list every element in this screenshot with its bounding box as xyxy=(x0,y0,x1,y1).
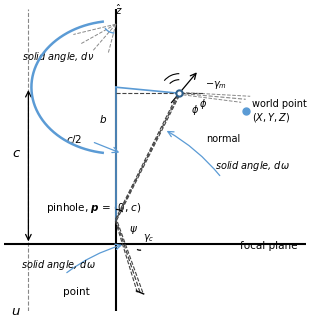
Text: $-\gamma_m$: $-\gamma_m$ xyxy=(205,79,227,91)
Text: $\psi$: $\psi$ xyxy=(130,224,139,236)
Text: $\phi$: $\phi$ xyxy=(199,97,207,111)
Text: $u$: $u$ xyxy=(12,305,21,317)
Text: $c$: $c$ xyxy=(12,147,21,160)
Text: $b$: $b$ xyxy=(99,113,107,125)
Text: world point
$(X, Y, Z)$: world point $(X, Y, Z)$ xyxy=(252,99,307,124)
Text: point: point xyxy=(63,287,90,298)
Text: pinhole, $\boldsymbol{p}$ = (0, $c$): pinhole, $\boldsymbol{p}$ = (0, $c$) xyxy=(46,201,142,215)
Text: solid angle, $d\omega$: solid angle, $d\omega$ xyxy=(21,258,96,272)
Text: $c/2$: $c/2$ xyxy=(66,133,83,146)
Text: $\gamma_c$: $\gamma_c$ xyxy=(143,232,155,244)
Text: normal: normal xyxy=(206,133,241,144)
Text: solid angle, $d\nu$: solid angle, $d\nu$ xyxy=(22,50,95,64)
Text: $\phi$: $\phi$ xyxy=(191,103,199,117)
Text: $\hat{z}$: $\hat{z}$ xyxy=(115,3,123,17)
Text: solid angle, $d\omega$: solid angle, $d\omega$ xyxy=(215,159,291,173)
Text: focal plane: focal plane xyxy=(240,241,297,251)
